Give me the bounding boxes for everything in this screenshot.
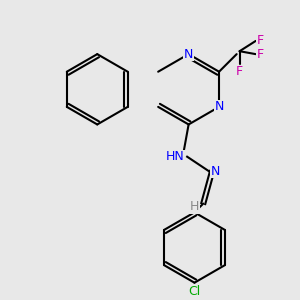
Text: N: N: [210, 165, 220, 178]
Text: HN: HN: [166, 150, 185, 163]
Text: F: F: [236, 65, 243, 78]
Text: H: H: [190, 200, 199, 213]
Text: F: F: [256, 48, 264, 61]
Text: N: N: [184, 48, 193, 61]
Text: F: F: [256, 34, 264, 47]
Text: Cl: Cl: [188, 285, 201, 298]
Text: N: N: [214, 100, 224, 113]
